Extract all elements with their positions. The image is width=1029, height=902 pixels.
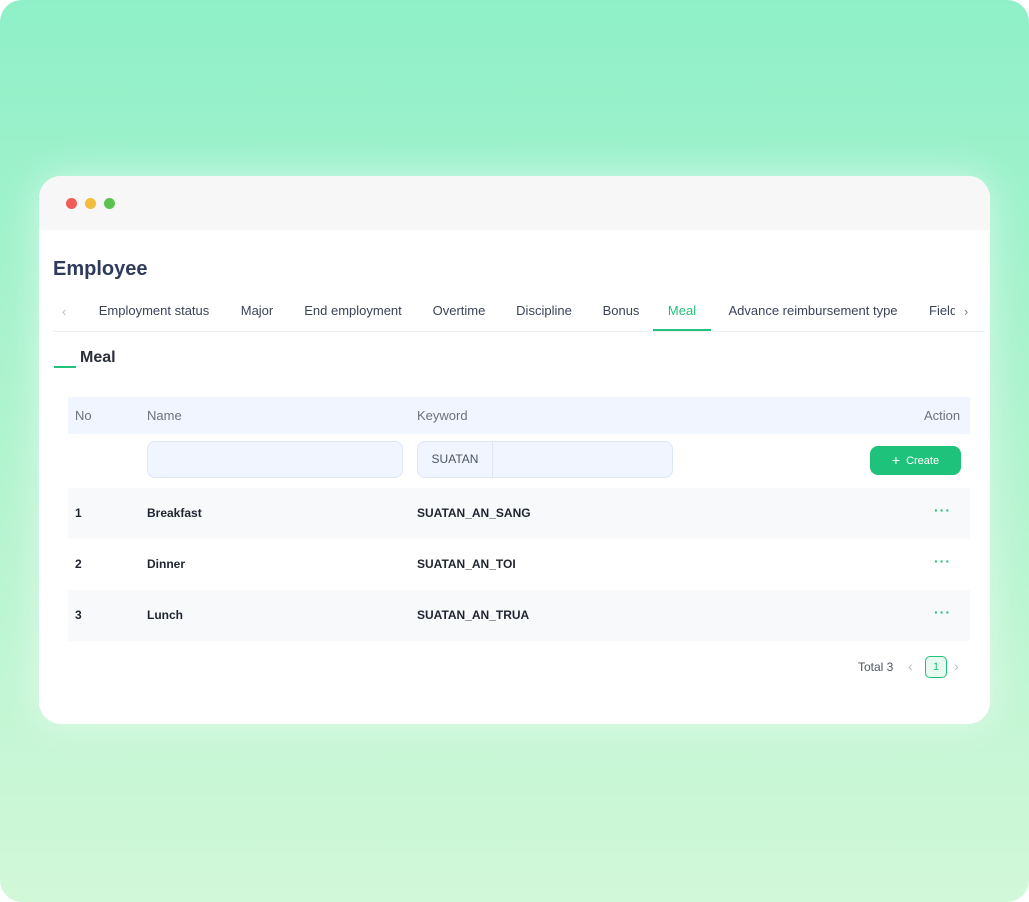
filter-row: SUATAN + Create bbox=[68, 434, 970, 488]
chevron-right-icon[interactable]: › bbox=[954, 658, 959, 674]
row-no: 2 bbox=[75, 557, 82, 571]
chevron-right-icon[interactable]: › bbox=[964, 304, 969, 319]
create-button[interactable]: + Create bbox=[870, 446, 961, 475]
row-name: Lunch bbox=[147, 608, 183, 622]
section-accent-line bbox=[54, 366, 76, 368]
column-header-no: No bbox=[75, 408, 92, 423]
close-window-button[interactable] bbox=[66, 198, 77, 209]
keyword-prefix: SUATAN bbox=[418, 442, 493, 477]
tab-employment-status[interactable]: Employment status bbox=[98, 303, 210, 318]
row-keyword: SUATAN_AN_TRUA bbox=[417, 608, 530, 622]
total-count: Total 3 bbox=[858, 660, 894, 674]
app-window: Employee ‹ Employment status Major End e… bbox=[39, 176, 990, 724]
tab-major[interactable]: Major bbox=[240, 303, 274, 318]
plus-icon: + bbox=[891, 452, 901, 468]
row-name: Dinner bbox=[147, 557, 186, 571]
row-keyword: SUATAN_AN_TOI bbox=[417, 557, 516, 571]
section-title: Meal bbox=[80, 349, 116, 366]
tab-bonus[interactable]: Bonus bbox=[602, 303, 640, 318]
row-name: Breakfast bbox=[147, 506, 202, 520]
table-row: 2 Dinner SUATAN_AN_TOI ··· bbox=[68, 539, 970, 590]
name-filter-input[interactable] bbox=[147, 441, 403, 478]
table-row: 3 Lunch SUATAN_AN_TRUA ··· bbox=[68, 590, 970, 641]
more-actions-icon[interactable]: ··· bbox=[934, 502, 951, 518]
column-header-name: Name bbox=[147, 408, 182, 423]
column-header-keyword: Keyword bbox=[417, 408, 468, 423]
tab-overtime[interactable]: Overtime bbox=[432, 303, 486, 318]
tab-discipline[interactable]: Discipline bbox=[516, 303, 572, 318]
window-titlebar bbox=[39, 176, 990, 230]
row-no: 1 bbox=[75, 506, 82, 520]
column-header-action: Action bbox=[924, 408, 961, 423]
tab-field[interactable]: Field bbox=[929, 303, 955, 318]
tab-advance-reimbursement-type[interactable]: Advance reimbursement type bbox=[728, 303, 898, 318]
maximize-window-button[interactable] bbox=[104, 198, 115, 209]
page-title: Employee bbox=[53, 258, 148, 280]
tab-bar: ‹ Employment status Major End employment… bbox=[53, 296, 985, 332]
table-header: No Name Keyword Action bbox=[68, 397, 970, 434]
meal-table: No Name Keyword Action SUATAN + Create 1 … bbox=[68, 397, 970, 641]
create-button-label: Create bbox=[906, 455, 940, 467]
tab-end-employment[interactable]: End employment bbox=[304, 303, 402, 318]
minimize-window-button[interactable] bbox=[85, 198, 96, 209]
page-number-current[interactable]: 1 bbox=[925, 656, 947, 678]
table-row: 1 Breakfast SUATAN_AN_SANG ··· bbox=[68, 488, 970, 539]
chevron-left-icon[interactable]: ‹ bbox=[62, 304, 67, 319]
row-keyword: SUATAN_AN_SANG bbox=[417, 506, 531, 520]
tab-meal[interactable]: Meal bbox=[653, 296, 711, 331]
chevron-left-icon[interactable]: ‹ bbox=[908, 658, 913, 674]
tab-list: Employment status Major End employment O… bbox=[83, 296, 955, 331]
keyword-filter-input[interactable]: SUATAN bbox=[417, 441, 673, 478]
row-no: 3 bbox=[75, 608, 82, 622]
more-actions-icon[interactable]: ··· bbox=[934, 553, 951, 569]
more-actions-icon[interactable]: ··· bbox=[934, 604, 951, 620]
